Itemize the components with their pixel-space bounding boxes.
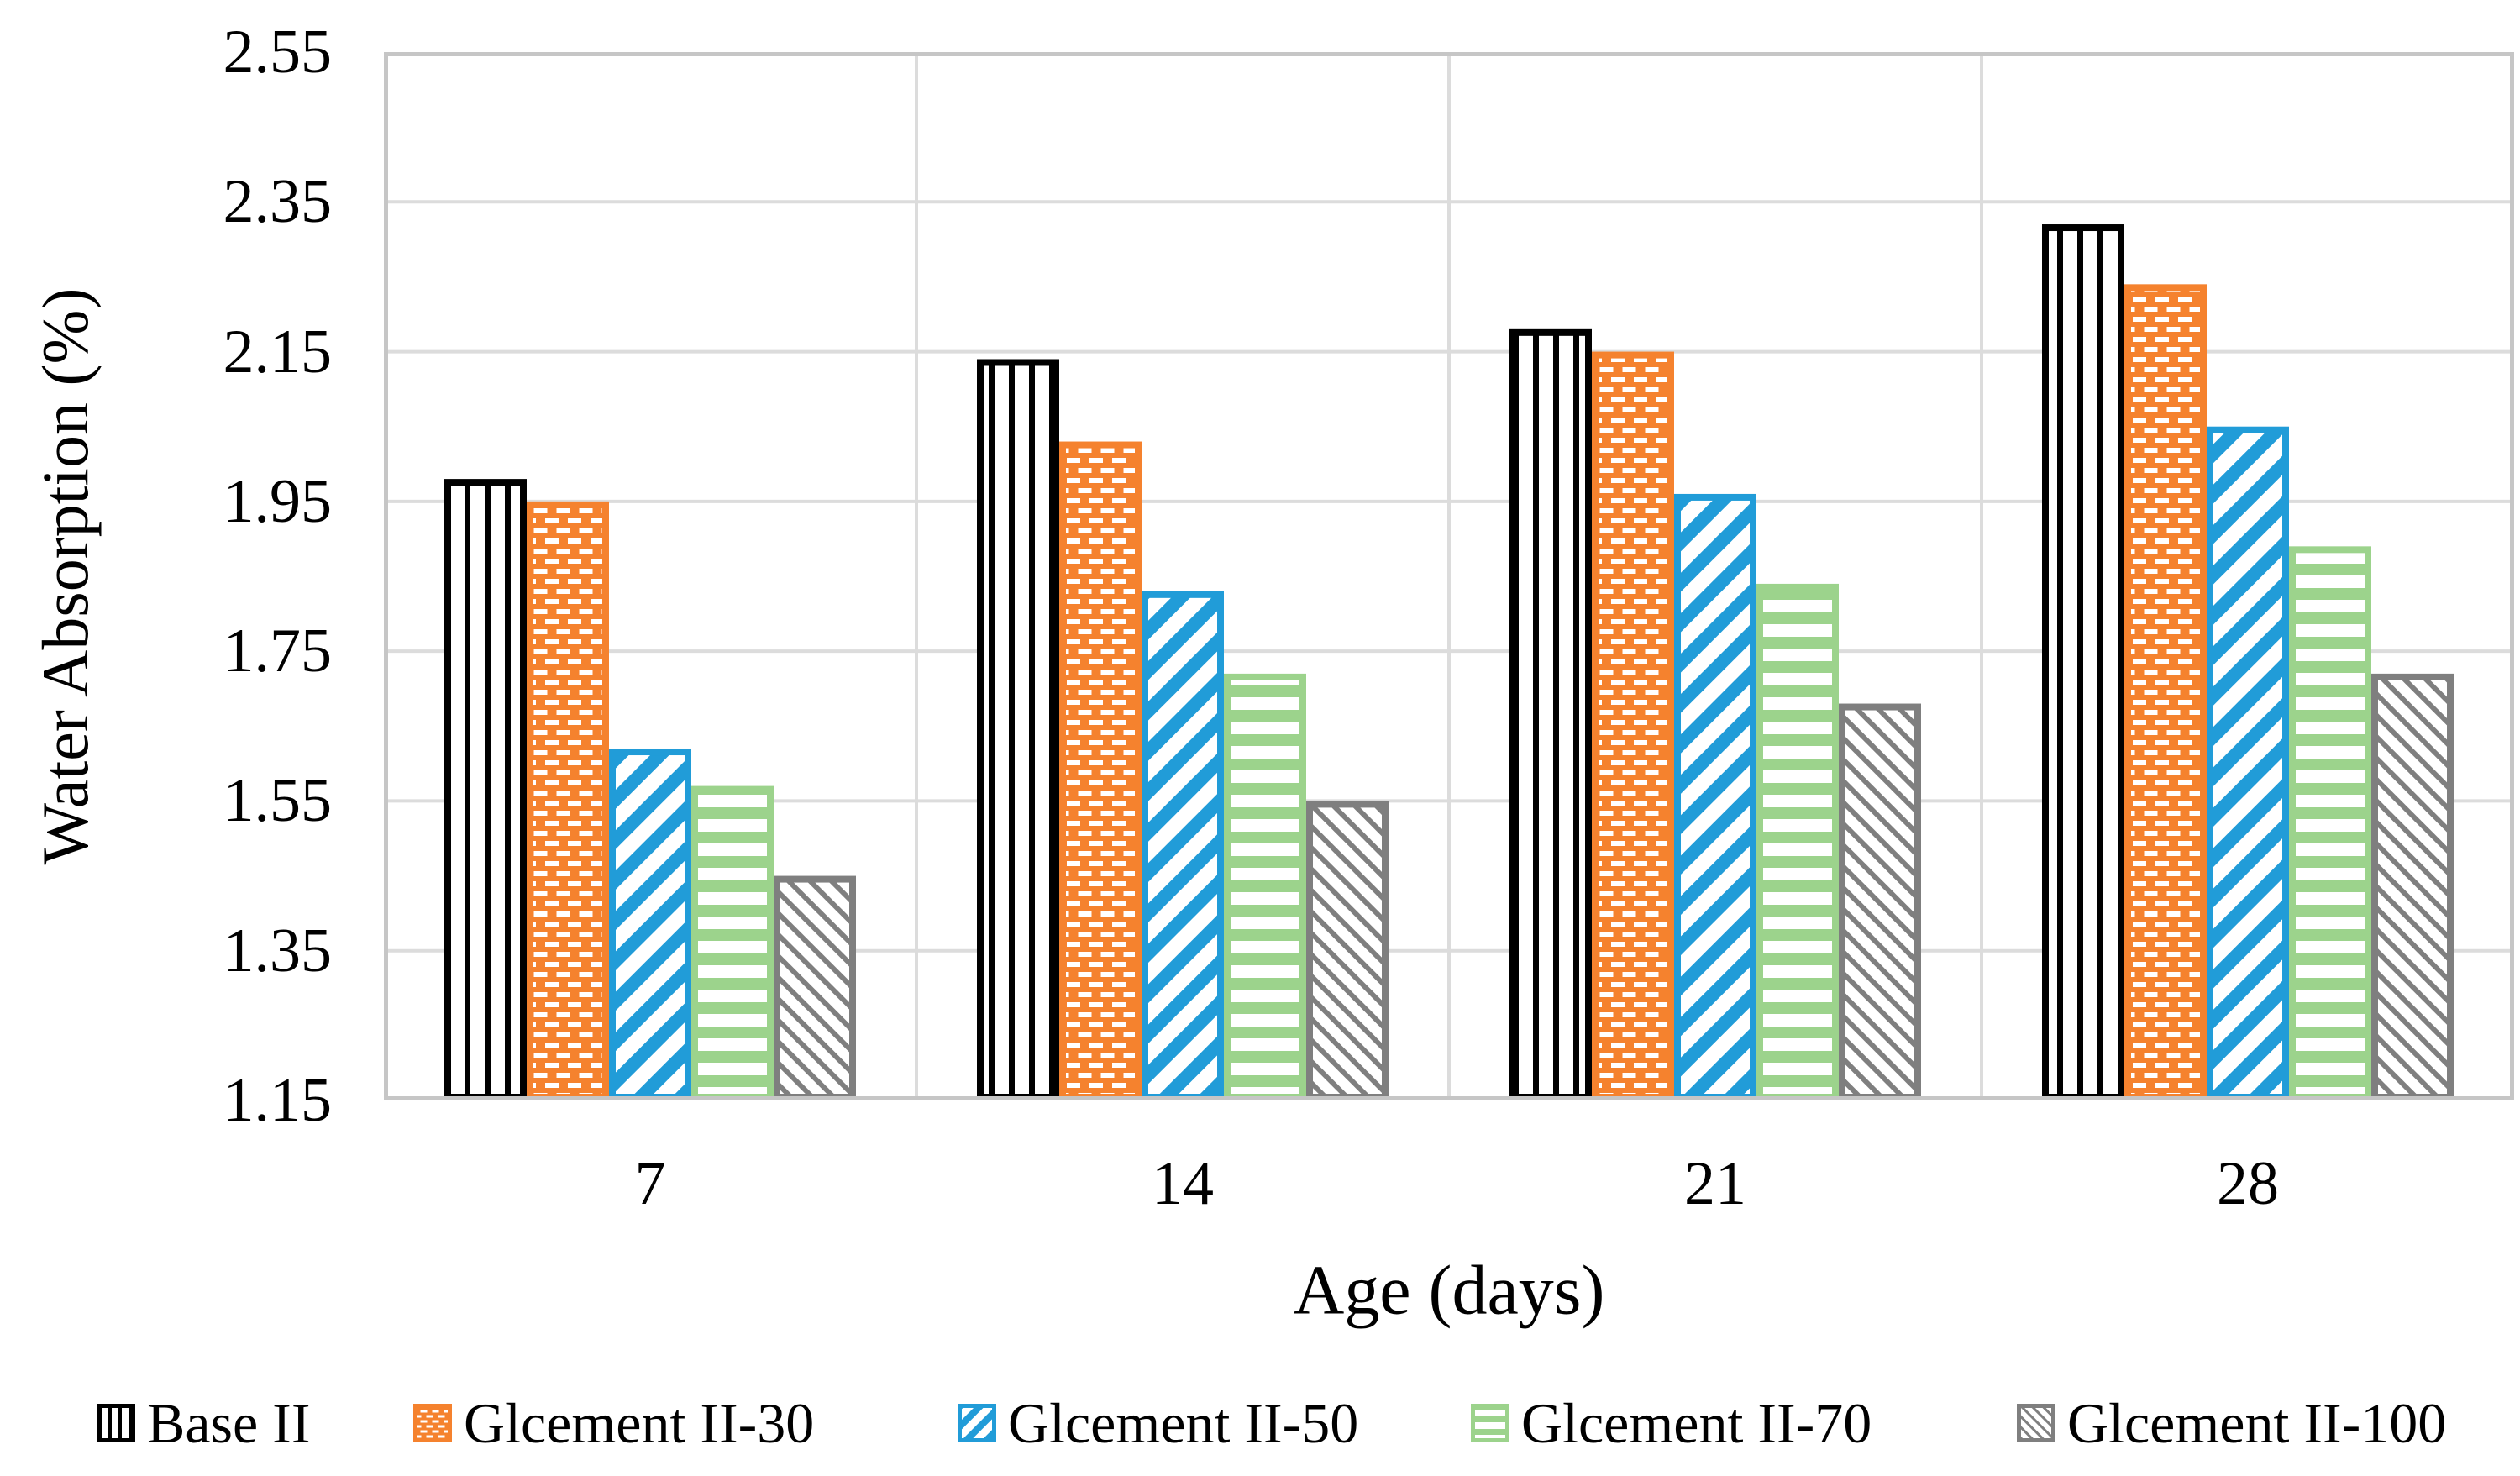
legend-item-glcement-ii-70: Glcement II-70 <box>1471 1386 1872 1460</box>
bar-glcement-ii-30-age-14 <box>1059 441 1142 1100</box>
bar-glcement-ii-50-age-21 <box>1674 493 1756 1100</box>
legend-label: Glcement II-50 <box>1008 1391 1359 1455</box>
y-tick-label: 1.35 <box>223 916 333 985</box>
bar-base-ii-age-21 <box>1509 328 1592 1100</box>
bar-glcement-ii-70-age-7 <box>691 785 774 1100</box>
plot-area <box>384 52 2514 1100</box>
y-tick-label: 1.95 <box>223 466 333 536</box>
legend-swatch-horizontal-stripes-icon <box>1471 1404 1509 1442</box>
y-tick-label: 1.75 <box>223 617 333 686</box>
bar-glcement-ii-50-age-7 <box>609 749 691 1100</box>
bar-glcement-ii-70-age-21 <box>1756 583 1839 1100</box>
bar-glcement-ii-100-age-21 <box>1839 703 1921 1100</box>
bar-glcement-ii-100-age-7 <box>774 875 856 1100</box>
legend-label: Glcement II-70 <box>1521 1391 1872 1455</box>
x-tick-label: 7 <box>634 1149 666 1218</box>
legend-item-base-ii: Base II <box>97 1386 310 1460</box>
legend-label: Glcement II-100 <box>2067 1391 2447 1455</box>
bar-base-ii-age-14 <box>977 359 1059 1100</box>
bar-glcement-ii-50-age-14 <box>1142 591 1224 1100</box>
y-tick-label: 2.35 <box>223 167 333 237</box>
y-tick-label: 1.55 <box>223 766 333 836</box>
legend-swatch-vertical-stripes-icon <box>97 1404 135 1442</box>
bar-base-ii-age-7 <box>444 479 527 1100</box>
legend-label: Glcement II-30 <box>464 1391 815 1455</box>
bar-glcement-ii-30-age-21 <box>1592 351 1674 1100</box>
bar-glcement-ii-30-age-28 <box>2124 284 2207 1100</box>
legend-item-glcement-ii-30: Glcement II-30 <box>413 1386 814 1460</box>
bar-glcement-ii-70-age-28 <box>2289 546 2371 1100</box>
y-tick-label: 2.55 <box>223 18 333 87</box>
legend-item-glcement-ii-50: Glcement II-50 <box>958 1386 1358 1460</box>
legend-swatch-brick-dash-icon <box>413 1404 452 1442</box>
bar-glcement-ii-100-age-28 <box>2371 673 2454 1100</box>
legend-swatch-diagonal-up-stripes-icon <box>958 1404 996 1442</box>
legend-item-glcement-ii-100: Glcement II-100 <box>2017 1386 2446 1460</box>
x-tick-label: 21 <box>1684 1149 1746 1218</box>
plot-border <box>384 52 2514 1100</box>
bar-glcement-ii-30-age-7 <box>527 501 609 1100</box>
x-tick-label: 28 <box>2217 1149 2279 1218</box>
legend-label: Base II <box>147 1391 311 1455</box>
bar-glcement-ii-50-age-28 <box>2207 426 2289 1100</box>
x-tick-label: 14 <box>1152 1149 1214 1218</box>
y-tick-label: 2.15 <box>223 317 333 386</box>
legend-swatch-diagonal-down-thin-stripes-icon <box>2017 1404 2055 1442</box>
x-axis-title: Age (days) <box>1293 1251 1605 1330</box>
bar-base-ii-age-28 <box>2042 224 2124 1100</box>
y-tick-label: 1.15 <box>223 1066 333 1135</box>
bar-glcement-ii-100-age-14 <box>1306 801 1389 1100</box>
bar-glcement-ii-70-age-14 <box>1224 673 1306 1100</box>
